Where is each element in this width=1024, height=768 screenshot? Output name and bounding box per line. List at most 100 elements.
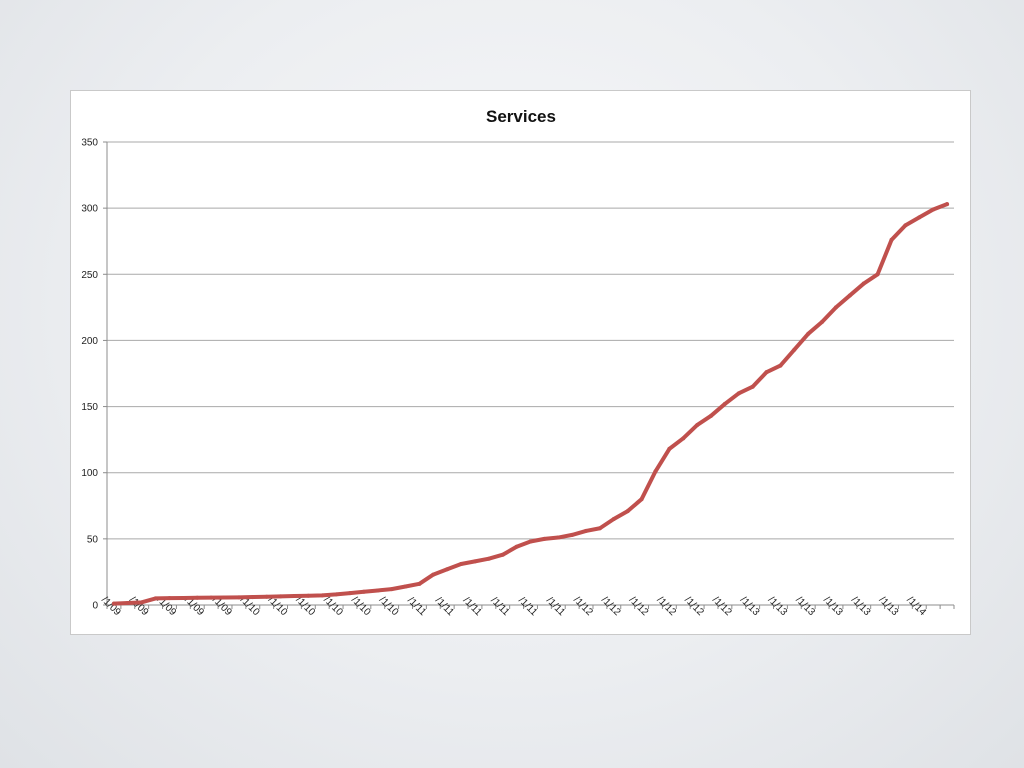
x-tick-label: /1/09 <box>127 595 151 619</box>
x-tick-label: /1/11 <box>516 595 539 618</box>
data-point <box>709 413 714 418</box>
data-point <box>889 237 894 242</box>
data-point <box>486 556 491 561</box>
y-tick-label: 100 <box>81 468 98 479</box>
x-tick-label: /1/12 <box>627 595 651 619</box>
x-tick-label: /1/13 <box>877 595 901 619</box>
x-tick-label: /1/14 <box>904 595 928 619</box>
data-point <box>111 601 116 606</box>
data-point <box>334 592 339 597</box>
x-tick-label: /1/13 <box>738 595 762 619</box>
data-point <box>250 595 255 600</box>
data-point <box>931 207 936 212</box>
x-tick-label: /1/13 <box>821 595 845 619</box>
x-tick-label: /1/12 <box>599 595 623 619</box>
data-point <box>903 223 908 228</box>
data-point <box>792 347 797 352</box>
data-point <box>875 272 880 277</box>
gridlines <box>106 141 954 606</box>
y-tick-label: 150 <box>81 402 98 413</box>
data-point <box>459 561 464 566</box>
data-point <box>750 384 755 389</box>
data-point <box>847 293 852 298</box>
data-point <box>639 497 644 502</box>
chart-title: Services <box>486 107 556 126</box>
x-tick-label: /1/10 <box>321 595 345 619</box>
data-point <box>514 544 519 549</box>
data-point <box>833 305 838 310</box>
data-point <box>181 595 186 600</box>
x-tick-label: /1/11 <box>433 595 456 618</box>
data-point <box>167 596 172 601</box>
data-point <box>778 363 783 368</box>
data-point <box>556 535 561 540</box>
data-point <box>528 539 533 544</box>
data-point <box>306 593 311 598</box>
data-point <box>223 595 228 600</box>
data-point <box>375 588 380 593</box>
data-point <box>611 517 616 522</box>
x-tick-label: /1/13 <box>849 595 873 619</box>
x-tick-label: /1/11 <box>405 595 428 618</box>
series-layer <box>111 202 950 606</box>
data-point <box>722 401 727 406</box>
data-point <box>695 423 700 428</box>
x-tick-label: /1/13 <box>793 595 817 619</box>
series-line <box>111 202 950 606</box>
data-point <box>917 215 922 220</box>
data-point <box>445 567 450 572</box>
x-tick-label: /1/12 <box>571 595 595 619</box>
x-tick-label: /1/12 <box>682 595 706 619</box>
data-point <box>417 581 422 586</box>
data-point <box>667 446 672 451</box>
data-point <box>764 370 769 375</box>
data-point <box>736 391 741 396</box>
x-tick-label: /1/11 <box>461 595 484 618</box>
data-point <box>820 319 825 324</box>
x-tick-label: /1/12 <box>654 595 678 619</box>
data-point <box>389 587 394 592</box>
data-point <box>542 536 547 541</box>
x-tick-label: /1/10 <box>293 595 317 619</box>
data-point <box>236 595 241 600</box>
data-point <box>431 572 436 577</box>
x-tick-label: /1/12 <box>710 595 734 619</box>
y-tick-label: 50 <box>87 534 99 545</box>
data-point <box>264 594 269 599</box>
data-point <box>278 594 283 599</box>
data-point <box>597 526 602 531</box>
x-tick-label: /1/09 <box>99 595 123 619</box>
data-point <box>347 591 352 596</box>
data-point <box>209 595 214 600</box>
data-point <box>403 584 408 589</box>
data-point <box>806 331 811 336</box>
data-point <box>472 559 477 564</box>
x-tick-label: /1/10 <box>377 595 401 619</box>
chart-frame: Services 0 50 100 150 200 250 300 350 /1/09/1/0… <box>70 90 971 635</box>
data-point <box>653 469 658 474</box>
x-tick-label: /1/10 <box>349 595 373 619</box>
data-point <box>292 594 297 599</box>
x-tick-label: /1/13 <box>766 595 790 619</box>
line-chart: Services 0 50 100 150 200 250 300 350 /1/09/1/0… <box>81 107 955 619</box>
data-point <box>139 600 144 605</box>
y-axis-ticks: 0 50 100 150 200 250 300 350 <box>81 138 107 612</box>
y-tick-label: 300 <box>81 204 98 215</box>
data-point <box>500 552 505 557</box>
y-tick-label: 350 <box>81 138 98 149</box>
data-point <box>584 528 589 533</box>
data-point <box>320 593 325 598</box>
data-point <box>195 595 200 600</box>
x-tick-label: /1/11 <box>544 595 567 618</box>
data-point <box>861 281 866 286</box>
data-point <box>570 532 575 537</box>
y-tick-label: 250 <box>81 270 98 281</box>
y-tick-label: 200 <box>81 336 98 347</box>
data-point <box>125 601 130 606</box>
data-point <box>361 589 366 594</box>
data-point <box>681 436 686 441</box>
data-point <box>945 202 950 207</box>
data-point <box>625 509 630 514</box>
x-tick-label: /1/11 <box>488 595 511 618</box>
data-point <box>153 596 158 601</box>
